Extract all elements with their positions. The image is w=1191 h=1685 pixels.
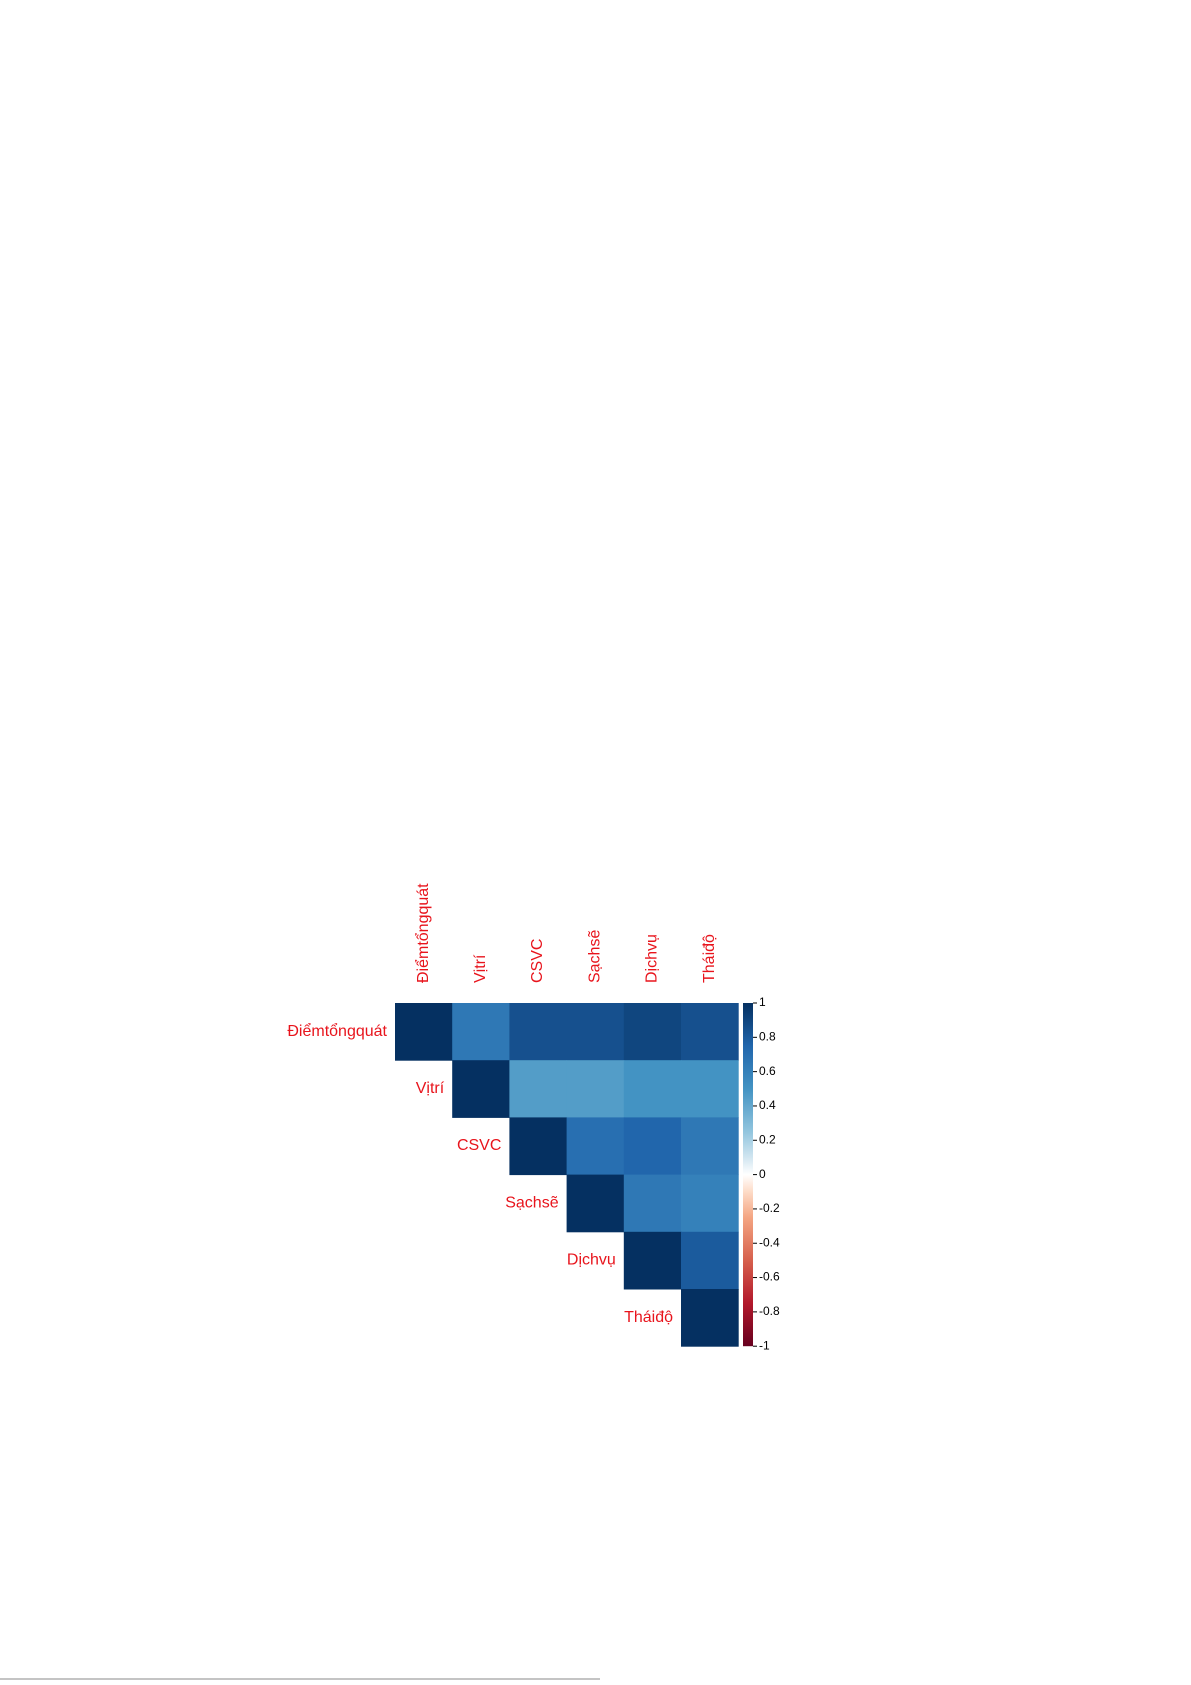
row-label: Vịtrí bbox=[416, 1080, 445, 1097]
cell bbox=[681, 1289, 739, 1347]
cell bbox=[623, 1003, 682, 1061]
cell bbox=[509, 1117, 568, 1176]
colorbar-tick-label: -0.4 bbox=[759, 1235, 780, 1249]
cell bbox=[452, 1003, 510, 1061]
column-label: Vịtrí bbox=[472, 954, 489, 983]
row-label: Dịchvụ bbox=[567, 1252, 616, 1269]
colorbar bbox=[743, 1003, 753, 1347]
cell bbox=[566, 1003, 625, 1061]
cell bbox=[623, 1117, 682, 1176]
cell bbox=[566, 1060, 625, 1118]
colorbar-tick-label: -0.8 bbox=[759, 1304, 780, 1318]
column-label: Điểmtổngquát bbox=[414, 883, 432, 983]
cell bbox=[566, 1174, 625, 1233]
row-label: Sạchsẽ bbox=[505, 1194, 558, 1211]
colorbar-tick-label: 1 bbox=[759, 995, 766, 1009]
cell bbox=[623, 1231, 682, 1290]
row-label: Điểmtổngquát bbox=[287, 1022, 387, 1040]
colorbar-tick-label: 0.4 bbox=[759, 1098, 776, 1112]
cell bbox=[452, 1060, 510, 1118]
cell bbox=[681, 1231, 739, 1290]
colorbar-tick-label: 0 bbox=[759, 1167, 766, 1181]
column-label: Dịchvụ bbox=[644, 934, 661, 983]
cell bbox=[681, 1003, 739, 1061]
row-label: Tháiđộ bbox=[624, 1309, 673, 1326]
column-label: Sạchsẽ bbox=[586, 930, 603, 983]
cell bbox=[509, 1003, 568, 1061]
colorbar-tick-label: 0.2 bbox=[759, 1132, 776, 1146]
cell bbox=[509, 1060, 568, 1118]
column-label: CSVC bbox=[529, 939, 546, 983]
cell bbox=[395, 1003, 453, 1061]
colorbar-tick-label: -0.2 bbox=[759, 1201, 780, 1215]
row-label: CSVC bbox=[457, 1137, 501, 1154]
cell bbox=[681, 1174, 739, 1233]
column-label: Tháiđộ bbox=[701, 934, 718, 983]
cell bbox=[623, 1174, 682, 1233]
cell bbox=[566, 1117, 625, 1176]
colorbar-tick-label: -0.6 bbox=[759, 1270, 780, 1284]
cell bbox=[681, 1117, 739, 1176]
colorbar-tick-label: -1 bbox=[759, 1338, 770, 1352]
cell bbox=[681, 1060, 739, 1118]
cell bbox=[623, 1060, 682, 1118]
colorbar-tick-label: 0.6 bbox=[759, 1064, 776, 1078]
colorbar-tick-label: 0.8 bbox=[759, 1029, 776, 1043]
